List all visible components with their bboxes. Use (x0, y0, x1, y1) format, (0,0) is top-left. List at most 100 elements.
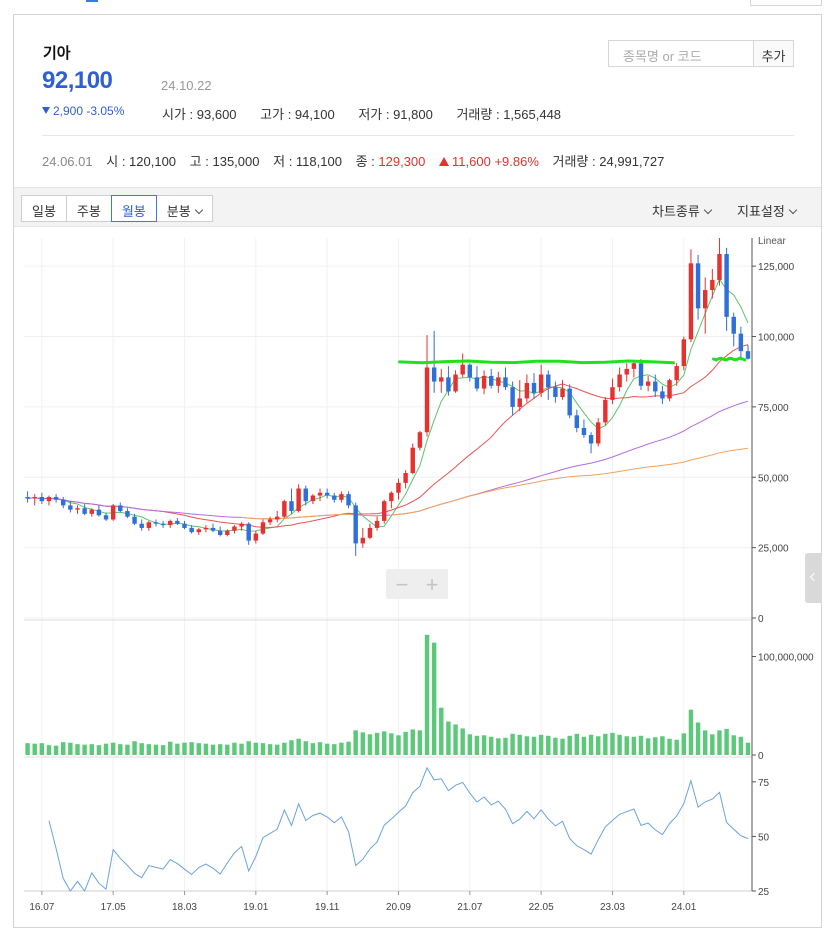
support-annotation-line (398, 359, 675, 365)
candle-body (631, 363, 637, 369)
volume-bar (25, 743, 30, 755)
zoom-out-button[interactable]: − (396, 572, 409, 597)
candle-body (667, 380, 672, 399)
candle-body (453, 374, 458, 392)
volume-bar (638, 735, 644, 755)
candle-body (517, 398, 522, 407)
side-panel-toggle[interactable] (805, 553, 822, 603)
candle-body (203, 527, 209, 530)
volume-bar (531, 736, 537, 755)
candle (517, 380, 522, 412)
hover-high: 고 : 135,000 (189, 154, 260, 169)
rsi-line (48, 766, 749, 893)
volume-bar (89, 744, 94, 755)
volume-bar (581, 736, 587, 755)
candle (339, 491, 344, 503)
time-tick-label: 19.01 (243, 902, 268, 913)
volume-bar (275, 744, 280, 755)
candle-body (360, 537, 366, 544)
volume-bar (624, 736, 629, 755)
volume-bar (182, 742, 187, 755)
volume-bar (360, 732, 366, 755)
candle (745, 344, 751, 360)
candle (82, 504, 87, 516)
candle (68, 501, 73, 513)
candle (645, 375, 651, 392)
volume-bar (61, 742, 66, 755)
candle (182, 520, 187, 530)
time-tick-label: 18.03 (172, 902, 197, 913)
candle-body (125, 511, 130, 517)
volume-bar (68, 742, 73, 755)
chart-type-menu[interactable]: 차트종류 (652, 201, 713, 220)
volume-bar (417, 730, 423, 755)
candle-body (645, 381, 651, 386)
candle (110, 504, 116, 521)
top-strip-button[interactable] (750, 0, 822, 6)
candle (467, 363, 473, 382)
candle (39, 492, 45, 504)
candle-body (46, 496, 52, 502)
volume-bar (203, 743, 209, 755)
candle (574, 409, 580, 433)
candle (553, 381, 558, 403)
candle-body (460, 364, 465, 375)
candle-body (581, 428, 587, 436)
candle (153, 519, 159, 527)
candle-body (481, 375, 487, 389)
tab-monthly[interactable]: 월봉 (110, 195, 157, 222)
annotation-lines (398, 356, 747, 365)
indicator-settings-menu[interactable]: 지표설정 (737, 201, 798, 220)
stock-search-input[interactable]: 종목명 or 코드 (608, 40, 754, 67)
candle (75, 505, 80, 514)
candle-body (567, 388, 572, 416)
volume-bar (367, 734, 373, 755)
candle (610, 378, 615, 405)
candle-body (424, 367, 430, 433)
volume-bar (738, 736, 744, 755)
volume-bar (253, 742, 259, 755)
candle-body (695, 263, 701, 309)
candle-body (389, 492, 394, 502)
volume-bar (481, 735, 487, 755)
price-change: 2,900 -3.05% (42, 104, 124, 118)
volume-bar (160, 745, 166, 755)
volume-bar (374, 732, 380, 755)
candle (710, 268, 715, 299)
volume-bar (660, 736, 665, 755)
volume-bar (196, 743, 201, 755)
volume-bar (346, 741, 351, 755)
candle (617, 367, 622, 392)
price-tick-label: 125,000 (758, 262, 795, 273)
candle (389, 491, 394, 509)
candle-body (118, 505, 123, 512)
candle-body (75, 508, 80, 510)
candle-body (496, 377, 501, 386)
price-tick-label: 100,000 (758, 333, 795, 344)
volume-bar (210, 744, 216, 755)
candle-body (396, 482, 401, 493)
volume-bar (446, 721, 451, 755)
candle-body (168, 520, 173, 526)
change-amount: 2,900 (53, 104, 84, 118)
add-stock-button[interactable]: 추가 (753, 40, 794, 67)
candle (638, 359, 644, 390)
volume-bar (189, 742, 194, 755)
volume-bar (403, 731, 408, 755)
candle (382, 499, 387, 524)
candle-body (603, 399, 608, 423)
candle (489, 368, 494, 389)
zoom-in-button[interactable]: + (426, 572, 439, 597)
candle-body (724, 254, 729, 317)
volume-bar (517, 734, 522, 755)
candle-body (531, 382, 537, 393)
volume-bar (724, 728, 729, 755)
tab-daily[interactable]: 일봉 (21, 195, 67, 222)
candle (410, 443, 415, 475)
candle (403, 470, 408, 489)
candle-body (560, 388, 565, 398)
candle-body (153, 522, 159, 524)
tab-minute[interactable]: 분봉 (155, 195, 213, 222)
volume-bar (610, 732, 615, 755)
